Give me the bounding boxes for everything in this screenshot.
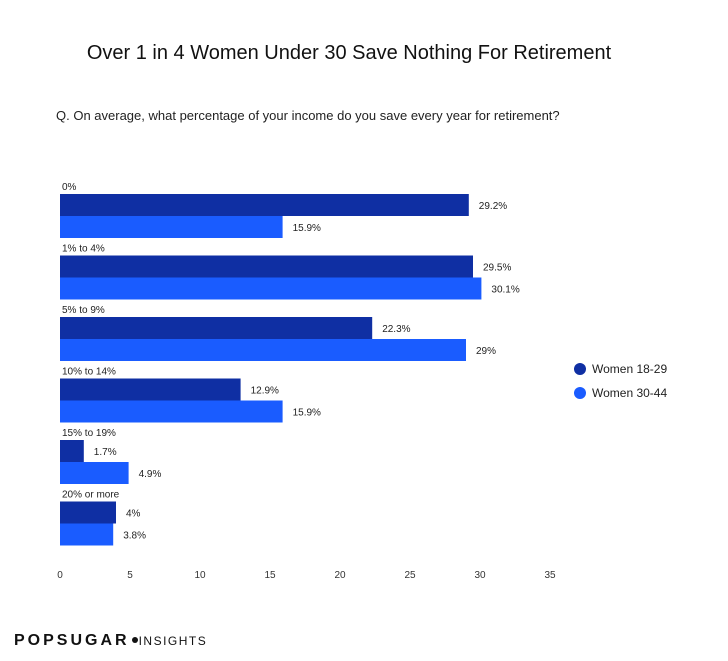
legend-label-series-1: Women 18-29 — [592, 362, 668, 376]
bar-series-1 — [60, 501, 116, 524]
data-label: 29.5% — [483, 263, 511, 274]
legend-swatch-series-2 — [574, 387, 586, 399]
bar-series-2 — [60, 523, 114, 546]
bar-series-1 — [60, 194, 469, 216]
chart-subtitle: Q. On average, what percentage of your i… — [56, 108, 560, 123]
bar-series-1 — [60, 378, 241, 401]
x-tick-label: 15 — [264, 570, 276, 581]
data-label: 3.8% — [123, 531, 146, 542]
x-tick-label: 20 — [334, 570, 346, 581]
bar-series-2 — [60, 216, 283, 238]
brand-suffix: INSIGHTS — [138, 634, 208, 648]
data-label: 4.9% — [139, 469, 162, 480]
bar-series-1 — [60, 440, 84, 462]
legend: Women 18-29 Women 30-44 — [574, 357, 667, 405]
bar-series-2 — [60, 462, 129, 484]
data-label: 22.3% — [382, 324, 410, 335]
bar-series-1 — [60, 255, 473, 278]
data-label: 15.9% — [293, 223, 321, 234]
x-tick-label: 10 — [194, 570, 206, 581]
legend-item-series-1: Women 18-29 — [574, 357, 667, 381]
brand-name: POPSUGAR — [14, 632, 130, 649]
category-label: 15% to 19% — [62, 428, 116, 439]
bar-series-2 — [60, 400, 283, 423]
category-label: 10% to 14% — [62, 367, 116, 378]
category-label: 1% to 4% — [62, 244, 105, 255]
x-tick-label: 0 — [57, 570, 63, 581]
legend-item-series-2: Women 30-44 — [574, 381, 667, 405]
data-label: 15.9% — [293, 408, 321, 419]
brand-logo: POPSUGAR INSIGHTS — [14, 632, 207, 650]
data-label: 1.7% — [94, 447, 117, 458]
data-label: 29.2% — [479, 201, 507, 212]
data-label: 29% — [476, 346, 496, 357]
data-label: 12.9% — [251, 386, 279, 397]
bar-series-2 — [60, 277, 482, 300]
data-label: 30.1% — [491, 285, 519, 296]
x-tick-label: 35 — [544, 570, 556, 581]
x-tick-label: 25 — [404, 570, 416, 581]
chart-title: Over 1 in 4 Women Under 30 Save Nothing … — [86, 42, 612, 64]
bar-series-1 — [60, 317, 373, 339]
x-tick-label: 30 — [474, 570, 486, 581]
category-label: 0% — [62, 182, 77, 193]
category-label: 5% to 9% — [62, 305, 105, 316]
bar-series-2 — [60, 339, 466, 361]
brand-dot — [131, 636, 138, 643]
category-label: 20% or more — [62, 490, 120, 501]
x-tick-label: 5 — [127, 570, 133, 581]
data-label: 4% — [126, 509, 141, 520]
legend-label-series-2: Women 30-44 — [592, 386, 668, 400]
legend-swatch-series-1 — [574, 363, 586, 375]
